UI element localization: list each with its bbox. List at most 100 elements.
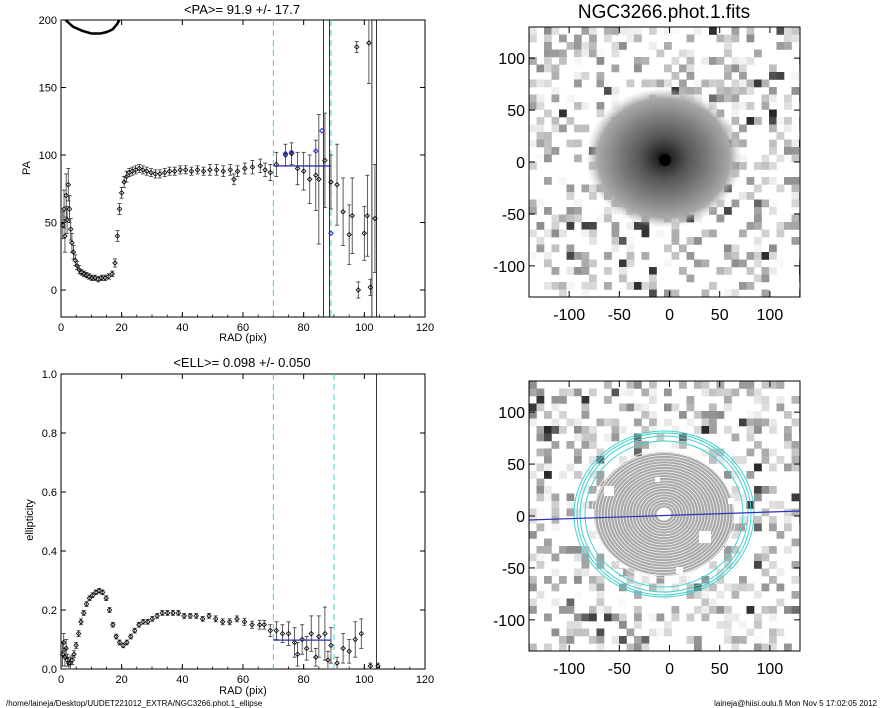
- noise-pixel: [626, 568, 635, 577]
- noise-pixel: [739, 381, 747, 389]
- noise-pixel: [596, 456, 605, 464]
- noise-pixel: [589, 606, 597, 614]
- noise-pixel: [649, 42, 657, 50]
- noise-pixel: [574, 42, 582, 50]
- noise-pixel: [716, 381, 725, 389]
- noise-pixel: [611, 636, 620, 644]
- noise-pixel: [686, 583, 695, 592]
- data-point: [149, 616, 156, 622]
- noise-pixel: [589, 531, 597, 539]
- noise-pixel: [559, 411, 567, 419]
- data-point: [361, 230, 368, 237]
- noise-pixel: [761, 289, 770, 297]
- noise-pixel: [724, 471, 732, 479]
- noise-pixel: [551, 49, 560, 58]
- noise-pixel: [791, 538, 800, 547]
- noise-pixel: [694, 591, 702, 599]
- noise-pixel: [716, 568, 725, 577]
- x-tick-label: 20: [116, 674, 128, 686]
- noise-pixel: [544, 259, 552, 268]
- noise-pixel: [664, 259, 672, 268]
- noise-pixel: [694, 79, 702, 88]
- noise-pixel: [566, 606, 575, 614]
- noise-pixel: [664, 388, 672, 397]
- noise-pixel: [739, 154, 747, 163]
- data-point: [366, 40, 372, 46]
- noise-pixel: [709, 388, 717, 397]
- noise-pixel: [536, 244, 545, 253]
- noise-pixel: [784, 94, 792, 103]
- noise-pixel: [769, 147, 777, 155]
- noise-pixel: [529, 531, 537, 539]
- noise-pixel: [566, 252, 575, 260]
- noise-pixel: [544, 433, 552, 442]
- noise-pixel: [776, 396, 785, 404]
- noise-pixel: [686, 403, 695, 412]
- data-point: [193, 613, 200, 619]
- data-point: [63, 645, 69, 652]
- galaxy-image-top: NGC3266.phot.1.fits: [493, 2, 801, 324]
- noise-pixel: [746, 192, 755, 200]
- data-point: [140, 167, 146, 173]
- noise-pixel: [754, 244, 762, 253]
- data-point: [177, 167, 183, 173]
- isophote-contour: [628, 482, 700, 546]
- noise-pixel: [604, 267, 612, 275]
- noise-pixel: [776, 259, 785, 268]
- noise-pixel: [559, 636, 567, 644]
- fit-data-point: [282, 150, 289, 157]
- noise-pixel: [754, 162, 762, 170]
- noise-pixel: [776, 117, 785, 125]
- y-tick-label: 150: [39, 83, 57, 95]
- ellipticity-plot: <ELL>= 0.098 +/- 0.050 0 20 40 60 80 100 120 0.…: [24, 355, 434, 697]
- noise-pixel: [529, 576, 537, 584]
- data-point: [170, 610, 176, 616]
- noise-pixel: [566, 139, 575, 148]
- noise-pixel: [761, 274, 770, 283]
- data-point: [231, 176, 237, 183]
- data-point: [132, 167, 139, 173]
- noise-pixel: [761, 267, 770, 275]
- noise-pixel: [536, 508, 545, 517]
- noise-pixel: [574, 546, 582, 554]
- data-point: [109, 271, 116, 277]
- noise-pixel: [754, 49, 762, 58]
- noise-pixel: [784, 516, 792, 524]
- noise-pixel: [656, 79, 665, 88]
- noise-pixel: [769, 501, 777, 509]
- galaxy-image-bottom: -100 -50 0 50 100 100 50 0 -50 -100: [493, 380, 801, 678]
- noise-pixel: [626, 403, 635, 412]
- noise-pixel: [791, 418, 800, 427]
- data-point: [279, 630, 286, 637]
- noise-pixel: [544, 79, 552, 88]
- noise-pixel: [551, 508, 560, 517]
- noise-pixel: [769, 418, 777, 427]
- noise-pixel: [784, 177, 792, 185]
- noise-pixel: [739, 64, 747, 73]
- noise-pixel: [619, 274, 627, 283]
- noise-pixel: [791, 456, 800, 464]
- mask-square: [728, 498, 734, 504]
- noise-pixel: [611, 613, 620, 622]
- noise-pixel: [581, 396, 590, 404]
- data-point: [131, 627, 138, 634]
- data-point: [105, 273, 112, 280]
- noise-pixel: [581, 568, 590, 577]
- noise-pixel: [709, 282, 717, 290]
- noise-pixel: [604, 433, 612, 442]
- noise-pixel: [754, 591, 762, 599]
- noise-pixel: [694, 643, 702, 651]
- noise-pixel: [574, 139, 582, 148]
- noise-pixel: [589, 576, 597, 584]
- noise-pixel: [716, 576, 725, 584]
- fitted-ellipse: [579, 435, 749, 593]
- noise-pixel: [559, 388, 567, 397]
- noise-pixel: [619, 267, 627, 275]
- noise-pixel: [544, 34, 552, 43]
- noise-pixel: [731, 583, 740, 592]
- noise-pixel: [724, 621, 732, 629]
- noise-pixel: [694, 606, 702, 614]
- noise-pixel: [536, 553, 545, 562]
- noise-pixel: [566, 214, 575, 223]
- noise-pixel: [671, 252, 680, 260]
